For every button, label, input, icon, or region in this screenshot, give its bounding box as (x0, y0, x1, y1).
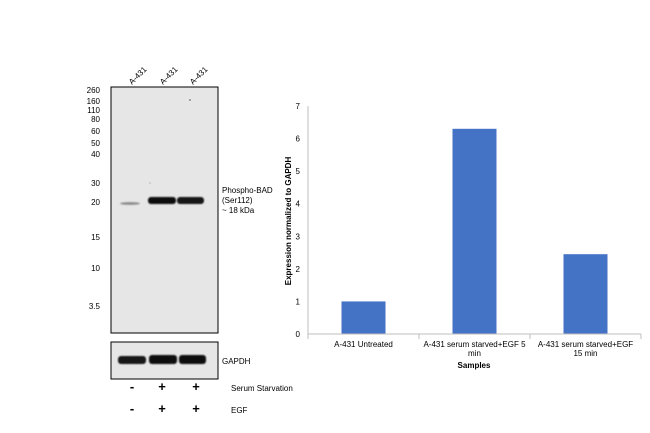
marker-label: 80 (91, 115, 100, 124)
y-tick-label: 3 (296, 232, 301, 241)
lane-labels: A-431 A-431 A-431 (127, 65, 210, 87)
x-tick-label: A-431 Untreated (334, 340, 393, 349)
bar-chart: 0 1 2 3 4 5 6 7 A-431 Untreated A-431 serum star… (284, 102, 642, 370)
bar (341, 301, 386, 334)
band-label-line: ~ 18 kDa (222, 206, 255, 215)
y-tick-label: 7 (296, 102, 301, 111)
y-tick-label: 0 (296, 330, 301, 339)
x-tick-label: min (468, 349, 481, 358)
speck (189, 99, 191, 101)
band-lane-2 (148, 197, 176, 204)
treatment-rows: - + + Serum Starvation - + + EGF (130, 379, 293, 416)
y-tick-label: 2 (296, 265, 301, 274)
band-label-line: Phospho-BAD (222, 186, 273, 195)
blot-membrane (110, 86, 219, 334)
bar (563, 254, 608, 334)
y-axis-title: Expression normalized to GAPDH (284, 157, 293, 286)
treatment-sign: + (158, 401, 166, 416)
bar (452, 128, 497, 334)
band-annotation: Phospho-BAD (Ser112) ~ 18 kDa (222, 186, 273, 215)
marker-label: 60 (91, 127, 100, 136)
band-lane-1-faint (120, 202, 140, 205)
marker-label: 110 (87, 106, 100, 115)
marker-label: 30 (91, 179, 100, 188)
marker-label: 3.5 (89, 302, 101, 311)
marker-label: 40 (91, 150, 100, 159)
western-blot-panel: A-431 A-431 A-431 260 160 110 80 60 50 4… (87, 65, 293, 416)
marker-label: 50 (91, 139, 100, 148)
x-tick-label: 15 min (573, 349, 597, 358)
gapdh-band-lane-2 (149, 355, 177, 364)
lane-label: A-431 (188, 65, 210, 87)
treatment-sign: - (130, 401, 134, 416)
band-label-line: (Ser112) (222, 196, 253, 205)
y-axis: 0 1 2 3 4 5 6 7 (296, 102, 309, 339)
treatment-sign: + (158, 379, 166, 394)
y-tick-label: 5 (296, 167, 301, 176)
x-tick-label: A-431 serum starved+EGF 5 (423, 340, 526, 349)
treatment-sign: + (192, 379, 200, 394)
lane-label: A-431 (158, 65, 180, 87)
protein-bands (120, 99, 204, 205)
x-axis: A-431 Untreated A-431 serum starved+EGF 5… (307, 333, 642, 358)
treatment-label: Serum Starvation (231, 384, 293, 393)
treatment-sign: + (192, 401, 200, 416)
y-tick-label: 4 (296, 200, 301, 209)
marker-label: 160 (87, 97, 101, 106)
ladder-markers: 260 160 110 80 60 50 40 30 20 15 10 3.5 (87, 86, 101, 311)
treatment-sign: - (130, 379, 134, 394)
y-tick-label: 1 (296, 297, 301, 306)
gapdh-bands (118, 355, 206, 364)
treatment-label: EGF (231, 406, 248, 415)
gapdh-band-lane-1 (118, 356, 146, 364)
x-axis-title: Samples (458, 361, 491, 370)
gapdh-label: GAPDH (222, 357, 251, 366)
marker-label: 260 (87, 86, 101, 95)
band-lane-3 (177, 197, 204, 204)
x-tick-label: A-431 serum starved+EGF (538, 340, 633, 349)
y-tick-label: 6 (296, 135, 301, 144)
gapdh-band-lane-3 (179, 355, 206, 364)
marker-label: 15 (91, 233, 100, 242)
speck (149, 182, 151, 184)
bars (341, 128, 608, 334)
marker-label: 10 (91, 264, 100, 273)
lane-label: A-431 (127, 65, 149, 87)
marker-label: 20 (91, 198, 100, 207)
